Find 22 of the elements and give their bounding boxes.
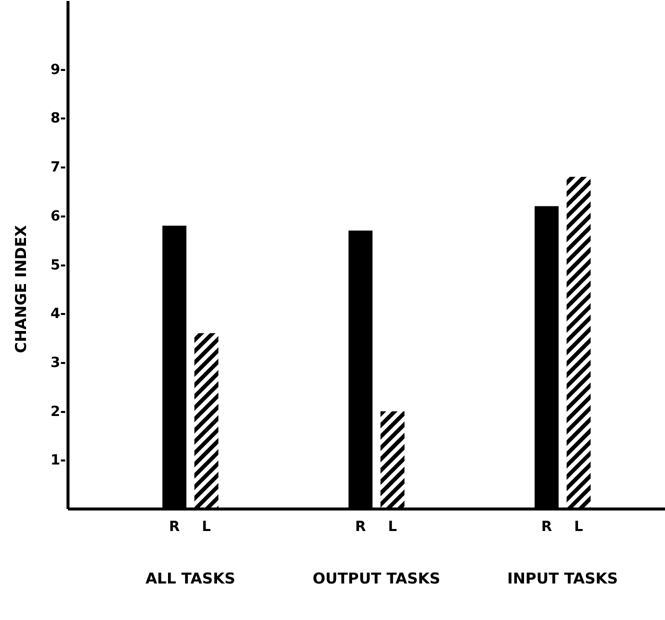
y-tick-label: 2- (50, 404, 66, 420)
y-tick-label: 8- (50, 110, 66, 127)
series-label: L (202, 519, 211, 535)
x-tick-label: OUTPUT TASKS (312, 570, 440, 588)
y-tick-label: 5- (50, 257, 66, 274)
bar (194, 333, 218, 509)
y-tick-label: 3- (50, 354, 66, 371)
text: L (388, 519, 397, 535)
y-tick-label: 9- (50, 62, 66, 78)
text: R (355, 519, 366, 535)
y-tick-label: 7- (50, 160, 66, 176)
bar (380, 411, 404, 509)
text: R (541, 519, 552, 535)
y-tick-label: 4- (50, 306, 66, 322)
y-tick-label: 1- (50, 452, 66, 469)
x-tick-label: ALL TASKS (145, 570, 236, 588)
x-tick-label: INPUT TASKS (507, 570, 618, 588)
y-axis-title: CHANGE INDEX (12, 224, 30, 354)
y-tick-label: 6- (50, 208, 66, 224)
text: L (574, 519, 584, 535)
series-label: R (168, 519, 180, 535)
bar (566, 176, 591, 509)
